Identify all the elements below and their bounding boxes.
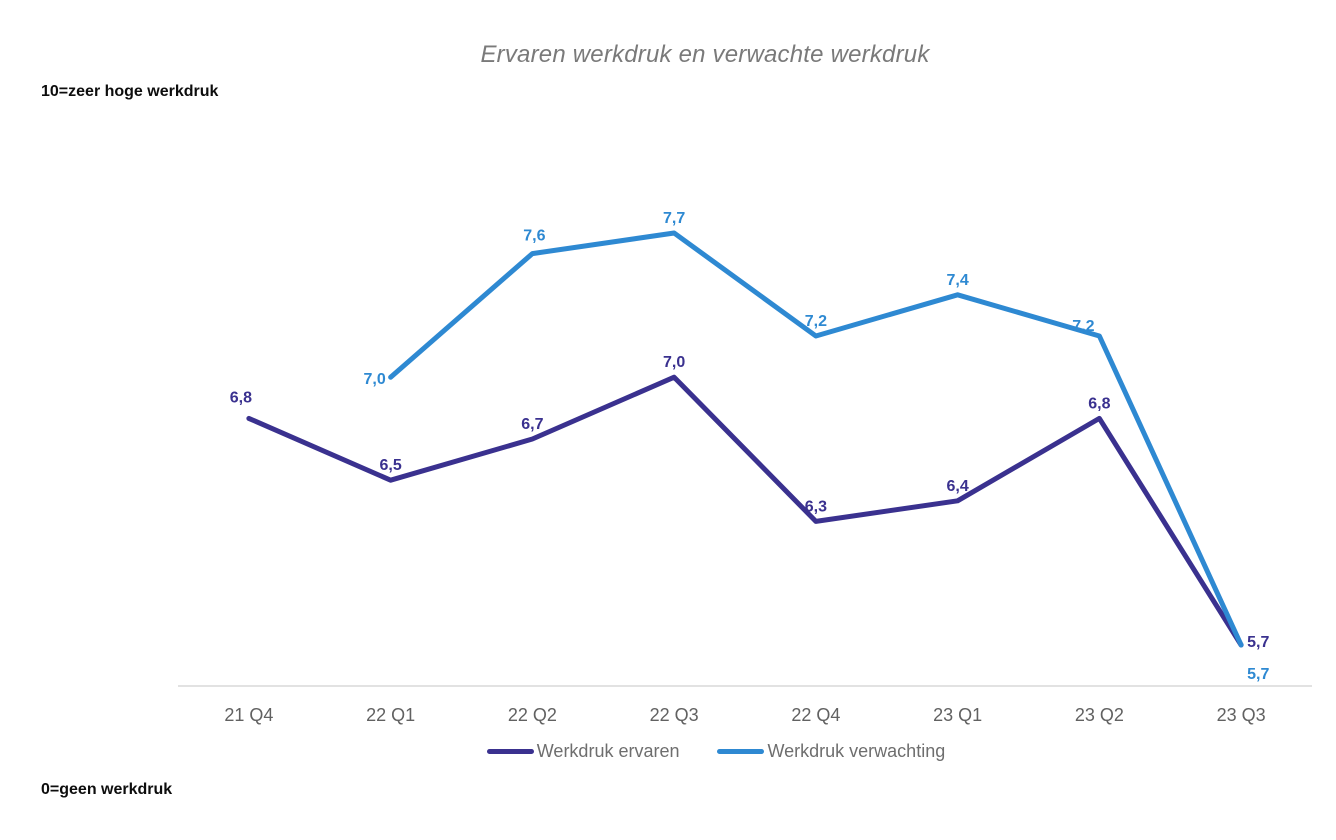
data-label-ervaren: 6,5 [380, 457, 402, 474]
legend-item-werkdruk-verwachting: Werkdruk verwachting [717, 741, 945, 762]
legend-label: Werkdruk ervaren [536, 741, 680, 761]
x-tick-label: 22 Q1 [366, 705, 415, 725]
value-axis-max-note: 10=zeer hoge werkdruk [41, 83, 219, 100]
data-label-ervaren: 6,4 [947, 478, 969, 495]
legend-line-swatch-verwachting [717, 749, 765, 754]
data-label-ervaren: 5,7 [1247, 634, 1269, 651]
legend: Werkdruk ervaren Werkdruk verwachting [48, 741, 1336, 762]
x-tick-label: 22 Q3 [650, 705, 699, 725]
data-label-ervaren: 7,0 [663, 354, 685, 371]
data-label-ervaren: 6,8 [1088, 395, 1110, 412]
series-line-verwachting [388, 230, 1244, 648]
data-label-ervaren: 6,7 [521, 416, 543, 433]
x-tick-label: 22 Q4 [791, 705, 840, 725]
data-label-verwachting: 7,4 [947, 272, 969, 289]
x-tick-label: 23 Q2 [1075, 705, 1124, 725]
data-label-verwachting: 7,2 [805, 313, 827, 330]
x-tick-label: 21 Q4 [224, 705, 273, 725]
x-tick-label: 23 Q3 [1217, 705, 1266, 725]
data-label-verwachting: 7,7 [663, 210, 685, 227]
chart-title: Ervaren werkdruk en verwachte werkdruk [480, 41, 930, 68]
data-label-ervaren: 6,3 [805, 498, 827, 515]
data-label-ervaren: 6,8 [230, 389, 252, 406]
data-label-verwachting: 7,6 [523, 228, 545, 245]
x-tick-label: 23 Q1 [933, 705, 982, 725]
x-tick-label: 22 Q2 [508, 705, 557, 725]
legend-line-swatch-ervaren [486, 749, 534, 754]
legend-item-werkdruk-ervaren: Werkdruk ervaren [486, 741, 680, 762]
data-label-verwachting: 7,2 [1072, 318, 1094, 335]
value-axis-min-note: 0=geen werkdruk [41, 781, 173, 798]
series-line-ervaren [246, 374, 1244, 648]
legend-label: Werkdruk verwachting [767, 741, 946, 761]
data-label-verwachting: 5,7 [1247, 666, 1269, 683]
data-label-verwachting: 7,0 [364, 371, 386, 388]
